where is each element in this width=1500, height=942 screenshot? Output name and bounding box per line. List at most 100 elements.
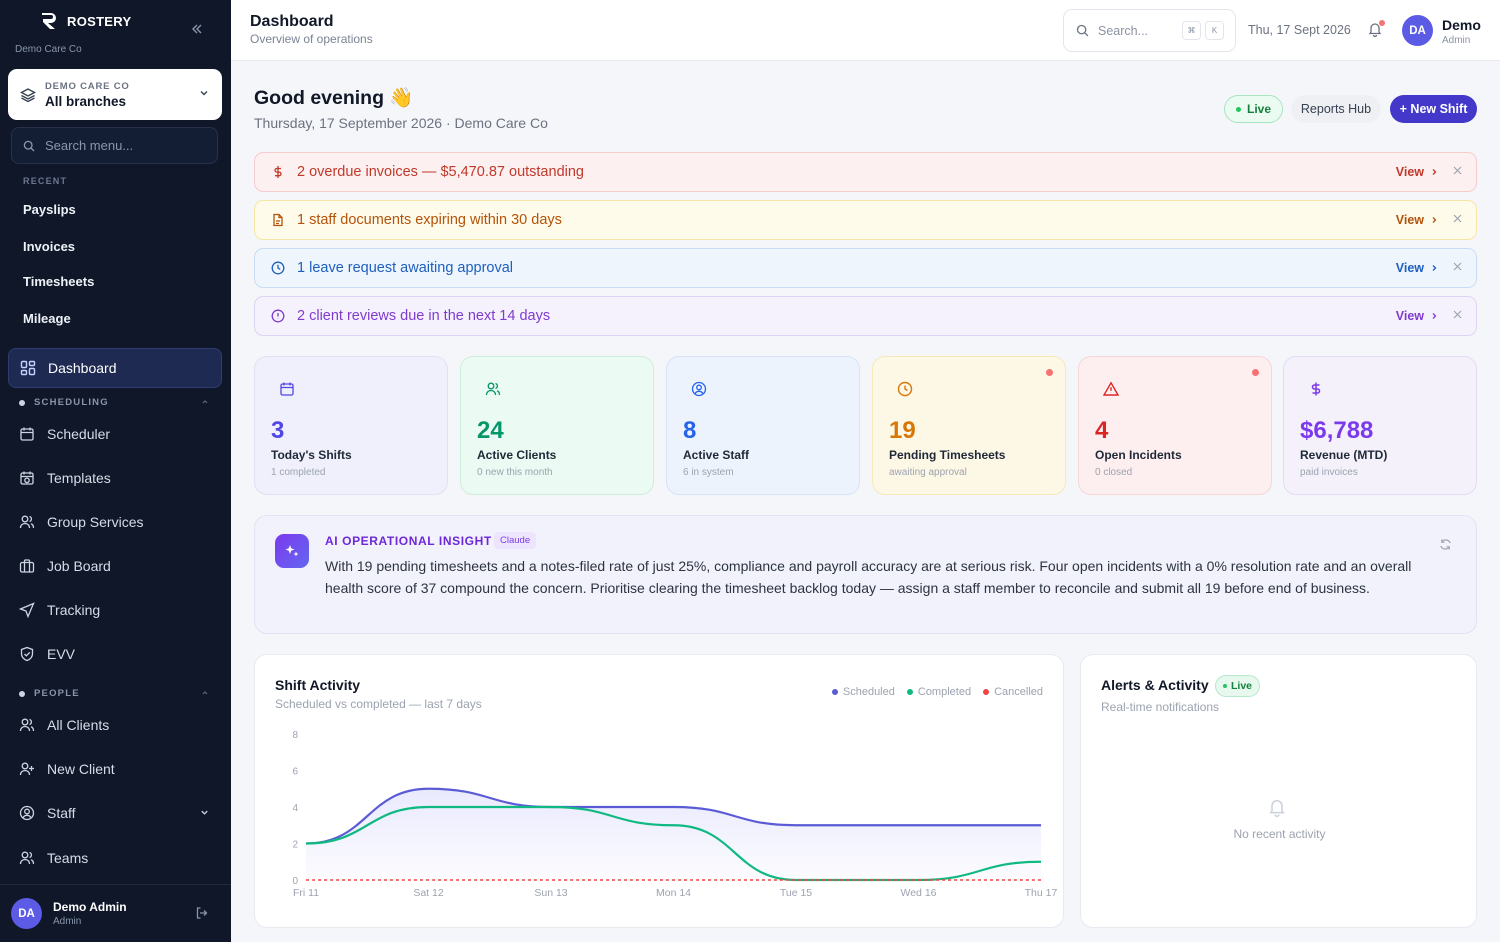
document-icon: [271, 213, 285, 227]
bell-icon: [1367, 21, 1383, 37]
rostery-logo-icon: [42, 13, 56, 29]
global-search-input[interactable]: Search... ⌘ K: [1063, 9, 1236, 52]
sidebar-item-all-clients[interactable]: All Clients: [8, 705, 222, 745]
topbar-user-name[interactable]: Demo: [1442, 17, 1481, 33]
topbar-avatar[interactable]: DA: [1402, 15, 1433, 46]
briefcase-icon: [19, 558, 35, 574]
alert-view-link[interactable]: View: [1396, 261, 1438, 275]
live-status-badge[interactable]: Live: [1224, 95, 1283, 123]
insight-heading: AI OPERATIONAL INSIGHT: [325, 534, 492, 548]
recent-item-mileage[interactable]: Mileage: [23, 311, 71, 326]
sidebar-item-job-board[interactable]: Job Board: [8, 546, 222, 586]
page-title: Dashboard: [250, 13, 334, 30]
alert-view-link[interactable]: View: [1396, 213, 1438, 227]
legend-label: Completed: [917, 686, 972, 698]
recent-item-timesheets[interactable]: Timesheets: [23, 274, 95, 289]
legend-completed[interactable]: Completed: [906, 686, 972, 698]
stat-card-pending-timesheets[interactable]: 19 Pending Timesheets awaiting approval: [872, 356, 1066, 495]
brand-logo[interactable]: ROSTERY: [40, 12, 131, 30]
sidebar-item-templates[interactable]: Templates: [8, 458, 222, 498]
sidebar-item-dashboard[interactable]: Dashboard: [8, 348, 222, 388]
recent-heading: RECENT: [23, 176, 68, 186]
sidebar-item-scheduler[interactable]: Scheduler: [8, 414, 222, 454]
avatar: DA: [11, 898, 42, 929]
insight-model-badge: Claude: [494, 532, 537, 549]
users-icon: [485, 381, 501, 397]
sidebar-item-group-services[interactable]: Group Services: [8, 502, 222, 542]
x-tick-label: Mon 14: [656, 887, 691, 899]
group-scheduling[interactable]: SCHEDULING: [19, 397, 109, 408]
sidebar-item-tracking[interactable]: Tracking: [8, 590, 222, 630]
layers-icon: [20, 87, 36, 103]
sparkles-icon: [275, 534, 309, 568]
sidebar-item-evv[interactable]: EVV: [8, 634, 222, 674]
refresh-icon[interactable]: [1439, 538, 1452, 551]
chevron-right-icon: [1430, 216, 1438, 224]
branch-selector[interactable]: DEMO CARE CO All branches: [8, 69, 222, 120]
branch-label: All branches: [45, 93, 127, 109]
sidebar-item-teams[interactable]: Teams: [8, 838, 222, 878]
stat-sub: awaiting approval: [889, 467, 967, 478]
user-circle-icon: [19, 805, 35, 821]
current-date: Thu, 17 Sept 2026: [1248, 23, 1351, 37]
page-subtitle: Overview of operations: [250, 32, 373, 46]
chevron-right-icon: [1430, 264, 1438, 272]
logout-icon[interactable]: [195, 906, 209, 920]
alert-view-link[interactable]: View: [1396, 165, 1438, 179]
chevron-down-icon: [199, 807, 210, 818]
chevron-up-icon[interactable]: [200, 397, 210, 407]
branch-org: DEMO CARE CO: [45, 80, 130, 92]
sidebar-item-label: All Clients: [47, 717, 110, 733]
stat-sub: 0 closed: [1095, 467, 1133, 478]
users-icon: [19, 717, 35, 733]
sidebar-item-label: Group Services: [47, 514, 144, 530]
group-label: SCHEDULING: [34, 397, 109, 408]
sidebar-item-staff[interactable]: Staff: [8, 793, 222, 833]
dismiss-icon[interactable]: [1453, 214, 1462, 223]
notifications-button[interactable]: [1367, 20, 1385, 42]
y-tick-label: 8: [292, 730, 298, 741]
activity-subtitle: Real-time notifications: [1101, 700, 1220, 714]
chart-legend: Scheduled Completed Cancelled: [831, 686, 1043, 698]
dismiss-icon[interactable]: [1453, 166, 1462, 175]
group-people[interactable]: PEOPLE: [19, 688, 80, 699]
recent-item-payslips[interactable]: Payslips: [23, 202, 76, 217]
calendar-clock-icon: [19, 470, 35, 486]
legend-label: Scheduled: [842, 686, 895, 698]
sidebar-item-label: EVV: [47, 646, 76, 662]
alert-view-link[interactable]: View: [1396, 309, 1438, 323]
stat-card-active-staff[interactable]: 8 Active Staff 6 in system: [666, 356, 860, 495]
chevron-right-icon: [1430, 168, 1438, 176]
user-circle-icon: [691, 381, 707, 397]
user-plus-icon: [19, 761, 35, 777]
legend-scheduled[interactable]: Scheduled: [831, 686, 895, 698]
chevron-up-icon[interactable]: [200, 688, 210, 698]
stat-card-revenue[interactable]: $6,788 Revenue (MTD) paid invoices: [1283, 356, 1477, 495]
shield-check-icon: [19, 646, 35, 662]
x-tick-label: Fri 11: [293, 887, 319, 899]
group-dot-icon: [19, 399, 25, 406]
reports-hub-button[interactable]: Reports Hub: [1291, 95, 1381, 123]
x-tick-label: Sat 12: [413, 887, 444, 899]
dismiss-icon[interactable]: [1453, 310, 1462, 319]
recent-item-invoices[interactable]: Invoices: [23, 239, 76, 254]
stat-sub: 0 new this month: [477, 467, 553, 478]
sidebar-user[interactable]: DA Demo Admin Admin: [0, 884, 231, 942]
scheduled-line: [305, 787, 1041, 845]
stat-card-todays-shifts[interactable]: 3 Today's Shifts 1 completed: [254, 356, 448, 495]
legend-cancelled[interactable]: Cancelled: [983, 686, 1043, 698]
sidebar-item-new-client[interactable]: New Client: [8, 749, 222, 789]
stat-value: 3: [271, 417, 285, 444]
shift-activity-card: Shift Activity Scheduled vs completed — …: [254, 654, 1064, 928]
menu-search-input[interactable]: Search menu...: [11, 127, 218, 164]
user-name: Demo Admin: [53, 900, 127, 914]
stat-card-open-incidents[interactable]: 4 Open Incidents 0 closed: [1078, 356, 1272, 495]
stat-label: Today's Shifts: [271, 448, 352, 462]
new-shift-button[interactable]: + New Shift: [1390, 95, 1477, 123]
dismiss-icon[interactable]: [1453, 262, 1462, 271]
stat-label: Pending Timesheets: [889, 448, 1006, 462]
clock-icon: [271, 261, 285, 275]
greeting: Good evening 👋: [254, 87, 414, 109]
collapse-sidebar-icon[interactable]: [190, 22, 204, 36]
stat-card-active-clients[interactable]: 24 Active Clients 0 new this month: [460, 356, 654, 495]
